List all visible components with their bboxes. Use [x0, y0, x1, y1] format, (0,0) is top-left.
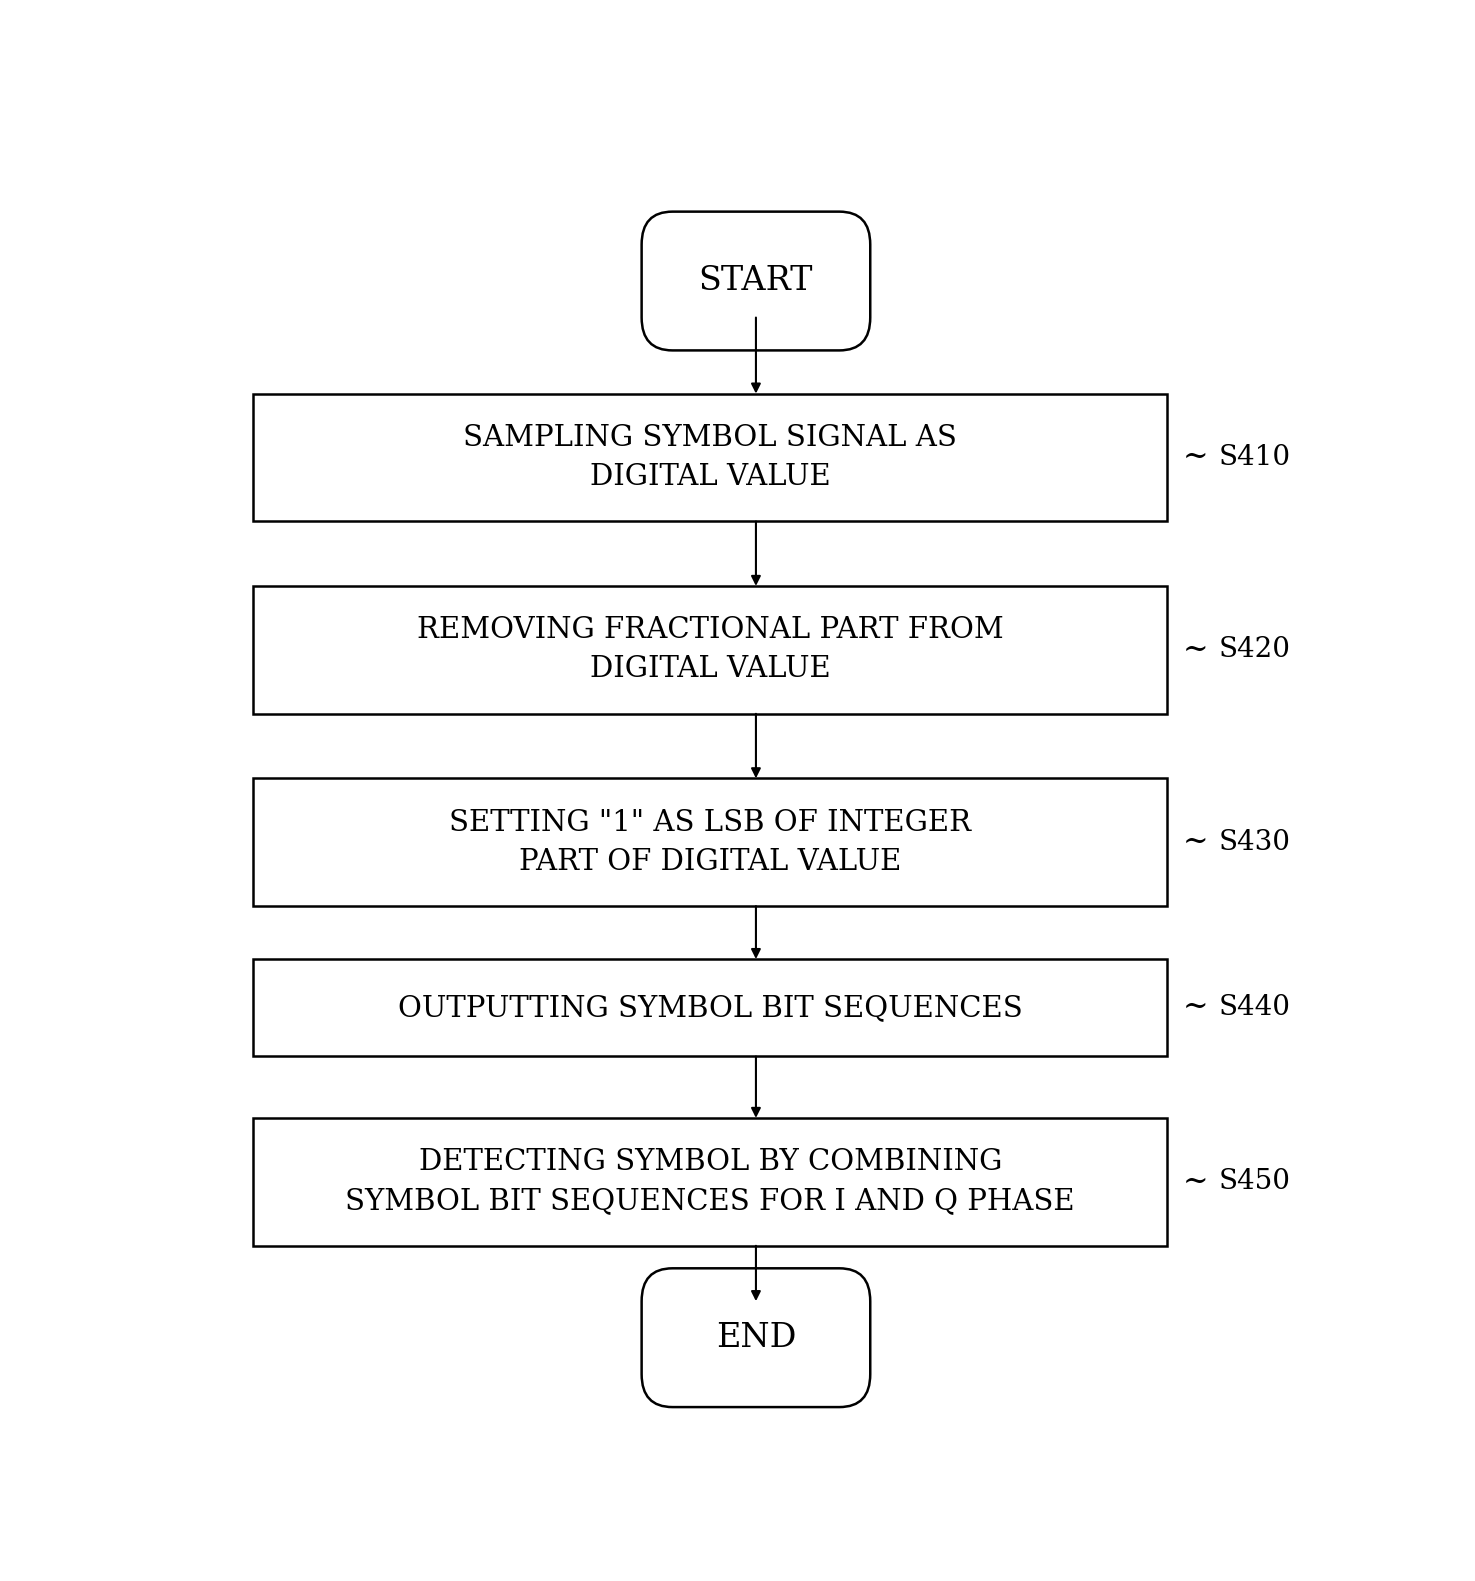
Text: OUTPUTTING SYMBOL BIT SEQUENCES: OUTPUTTING SYMBOL BIT SEQUENCES	[398, 994, 1022, 1021]
Text: ~: ~	[1183, 634, 1208, 666]
Text: S440: S440	[1218, 994, 1291, 1021]
Bar	[254, 778, 1168, 906]
Bar	[254, 1118, 1168, 1246]
Bar	[254, 587, 1168, 713]
Text: REMOVING FRACTIONAL PART FROM
DIGITAL VALUE: REMOVING FRACTIONAL PART FROM DIGITAL VA…	[417, 617, 1003, 683]
Text: S410: S410	[1218, 444, 1291, 471]
Text: END: END	[715, 1322, 797, 1353]
Bar	[254, 960, 1168, 1056]
Text: ~: ~	[1183, 443, 1208, 473]
Text: S430: S430	[1218, 828, 1291, 855]
Text: S450: S450	[1218, 1168, 1291, 1195]
FancyBboxPatch shape	[642, 212, 870, 351]
Text: START: START	[699, 266, 813, 297]
Text: DETECTING SYMBOL BY COMBINING
SYMBOL BIT SEQUENCES FOR I AND Q PHASE: DETECTING SYMBOL BY COMBINING SYMBOL BIT…	[345, 1148, 1075, 1216]
Bar	[254, 394, 1168, 522]
Text: ~: ~	[1183, 993, 1208, 1023]
Text: ~: ~	[1183, 1167, 1208, 1197]
Text: SETTING "1" AS LSB OF INTEGER
PART OF DIGITAL VALUE: SETTING "1" AS LSB OF INTEGER PART OF DI…	[450, 809, 971, 876]
FancyBboxPatch shape	[642, 1268, 870, 1407]
Text: SAMPLING SYMBOL SIGNAL AS
DIGITAL VALUE: SAMPLING SYMBOL SIGNAL AS DIGITAL VALUE	[463, 424, 957, 492]
Text: S420: S420	[1218, 637, 1291, 664]
Text: ~: ~	[1183, 827, 1208, 858]
